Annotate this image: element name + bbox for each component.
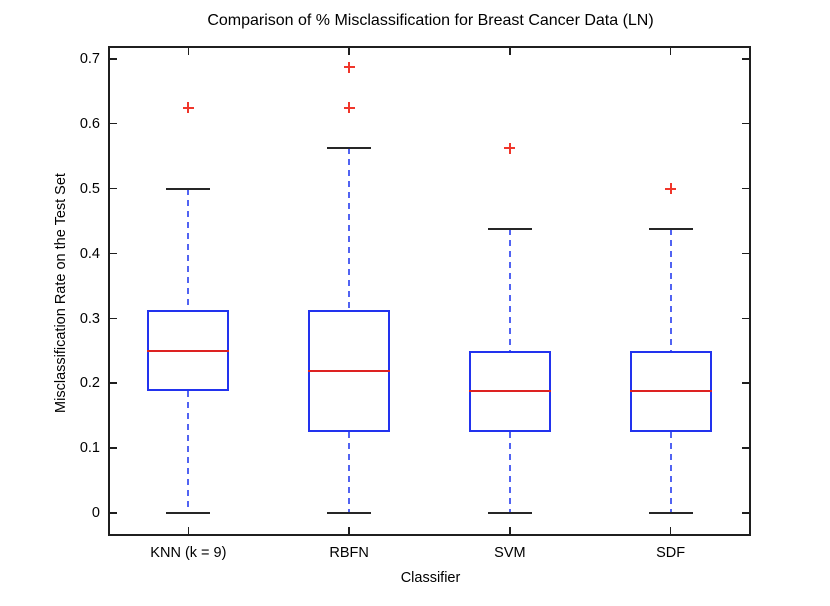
upper-whisker xyxy=(508,229,511,351)
y-tick-mark-right xyxy=(742,187,749,190)
upper-whisker-cap xyxy=(487,228,532,231)
y-tick-mark-left xyxy=(110,58,117,60)
y-tick-mark-left xyxy=(110,512,117,514)
x-tick-mark-bottom xyxy=(187,527,190,534)
x-tick-mark-bottom xyxy=(669,527,672,534)
y-tick-mark-right xyxy=(742,122,749,125)
lower-whisker xyxy=(669,432,672,514)
y-tick-label: 0 xyxy=(91,505,100,522)
x-tick-label: SVM xyxy=(494,545,526,561)
lower-whisker-cap xyxy=(327,512,372,515)
y-tick-label: 0.1 xyxy=(79,440,100,457)
upper-whisker-cap xyxy=(166,187,211,190)
x-axis-label: Classifier xyxy=(400,570,461,586)
y-tick-label: 0.7 xyxy=(79,51,100,68)
y-tick-mark-left xyxy=(110,252,117,255)
outlier-marker xyxy=(182,102,194,114)
median-line xyxy=(468,390,551,393)
x-tick-mark-top xyxy=(348,48,350,55)
lower-whisker-cap xyxy=(487,512,532,515)
upper-whisker xyxy=(187,188,190,311)
upper-whisker-cap xyxy=(327,147,372,150)
y-tick-label: 0.6 xyxy=(79,115,100,132)
y-tick-mark-left xyxy=(110,447,117,449)
lower-whisker-cap xyxy=(648,512,693,515)
lower-whisker-cap xyxy=(166,512,211,515)
x-tick-mark-top xyxy=(509,48,511,55)
y-tick-mark-right xyxy=(742,252,749,255)
y-tick-mark-right xyxy=(742,382,749,384)
lower-whisker xyxy=(187,391,190,514)
outlier-marker xyxy=(665,183,677,195)
x-tick-label: RBFN xyxy=(329,545,369,561)
x-tick-mark-bottom xyxy=(348,527,350,534)
lower-whisker xyxy=(348,432,351,514)
y-tick-mark-left xyxy=(110,187,117,190)
median-line xyxy=(147,349,230,352)
outlier-marker xyxy=(343,61,355,73)
lower-whisker xyxy=(508,432,511,514)
y-tick-mark-left xyxy=(110,317,117,319)
upper-whisker-cap xyxy=(648,228,693,231)
upper-whisker xyxy=(348,148,351,311)
median-line xyxy=(308,370,391,373)
y-tick-mark-left xyxy=(110,122,117,125)
y-tick-label: 0.4 xyxy=(79,245,100,262)
upper-whisker xyxy=(669,229,672,351)
outlier-marker xyxy=(504,142,516,154)
chart-title: Comparison of % Misclassification for Br… xyxy=(207,12,654,29)
y-tick-mark-right xyxy=(742,58,749,60)
outlier-marker xyxy=(343,102,355,114)
x-tick-label: KNN (k = 9) xyxy=(150,545,227,561)
y-tick-mark-left xyxy=(110,382,117,384)
y-tick-mark-right xyxy=(742,447,749,449)
y-tick-label: 0.2 xyxy=(79,375,100,392)
plot-area xyxy=(108,46,751,536)
y-tick-mark-right xyxy=(742,512,749,514)
y-tick-mark-right xyxy=(742,317,749,319)
y-tick-label: 0.5 xyxy=(79,180,100,197)
median-line xyxy=(629,390,712,393)
x-tick-mark-bottom xyxy=(509,527,511,534)
x-tick-mark-top xyxy=(187,48,190,55)
y-tick-label: 0.3 xyxy=(79,310,100,327)
x-tick-mark-top xyxy=(669,48,672,55)
x-tick-label: SDF xyxy=(656,545,686,561)
y-axis-label: Misclassification Rate on the Test Set xyxy=(53,173,69,413)
